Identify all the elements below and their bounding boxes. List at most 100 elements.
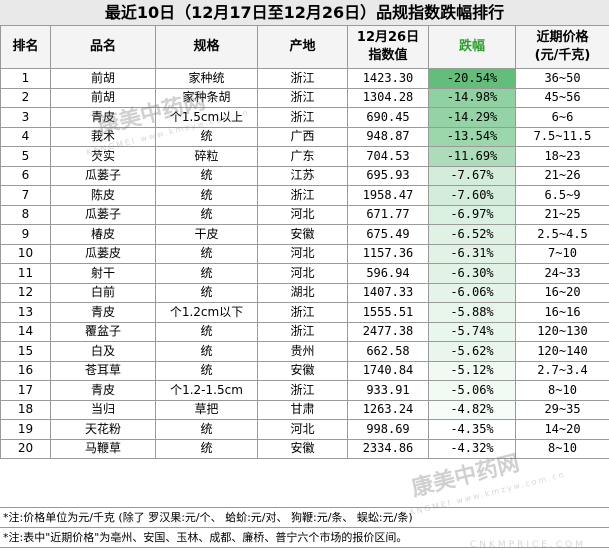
cell-name: 前胡	[51, 69, 156, 89]
cell-rank: 4	[1, 127, 51, 147]
cell-name: 白前	[51, 283, 156, 303]
cell-origin: 广东	[258, 147, 348, 167]
cell-price: 7.5~11.5	[516, 127, 609, 147]
cell-price: 24~33	[516, 264, 609, 284]
col-rank-header: 排名	[1, 26, 51, 69]
cell-price: 14~20	[516, 420, 609, 440]
cell-name: 马鞭草	[51, 439, 156, 459]
cell-rank: 11	[1, 264, 51, 284]
cell-name: 瓜蒌皮	[51, 244, 156, 264]
cell-price: 120~130	[516, 322, 609, 342]
cell-drop: -14.29%	[429, 108, 516, 128]
cell-origin: 浙江	[258, 303, 348, 323]
cell-rank: 6	[1, 166, 51, 186]
cell-name: 前胡	[51, 88, 156, 108]
cell-drop: -6.30%	[429, 264, 516, 284]
cell-rank: 19	[1, 420, 51, 440]
footnote-unit: *注:价格单位为元/千克 (除了 罗汉果:元/个、 蛤蚧:元/对、 狗鞭:元/条…	[0, 507, 609, 528]
cell-price: 21~26	[516, 166, 609, 186]
cell-spec: 统	[156, 244, 258, 264]
cell-rank: 17	[1, 381, 51, 401]
cell-drop: -11.69%	[429, 147, 516, 167]
cell-drop: -6.97%	[429, 205, 516, 225]
cell-price: 16~16	[516, 303, 609, 323]
cell-price: 6~6	[516, 108, 609, 128]
header-row: 排名 品名 规格 产地 12月26日 指数值 跌幅 近期价格 (元/千克)	[1, 26, 609, 69]
cell-price: 29~35	[516, 400, 609, 420]
cell-drop: -5.06%	[429, 381, 516, 401]
watermark-url: CNKMPRICE.COM	[470, 540, 586, 550]
cell-drop: -14.98%	[429, 88, 516, 108]
cell-name: 瓜蒌子	[51, 166, 156, 186]
cell-index: 662.58	[348, 342, 429, 362]
cell-origin: 湖北	[258, 283, 348, 303]
cell-origin: 安徽	[258, 361, 348, 381]
cell-rank: 7	[1, 186, 51, 206]
cell-index: 1958.47	[348, 186, 429, 206]
cell-name: 当归	[51, 400, 156, 420]
cell-rank: 12	[1, 283, 51, 303]
cell-drop: -20.54%	[429, 69, 516, 89]
cell-price: 21~25	[516, 205, 609, 225]
cell-origin: 浙江	[258, 381, 348, 401]
cell-index: 1423.30	[348, 69, 429, 89]
col-drop-header: 跌幅	[429, 26, 516, 69]
cell-name: 青皮	[51, 381, 156, 401]
cell-price: 6.5~9	[516, 186, 609, 206]
cell-spec: 统	[156, 166, 258, 186]
col-name-header: 品名	[51, 26, 156, 69]
cell-index: 1304.28	[348, 88, 429, 108]
cell-rank: 15	[1, 342, 51, 362]
cell-name: 苍耳草	[51, 361, 156, 381]
cell-price: 2.7~3.4	[516, 361, 609, 381]
cell-price: 120~140	[516, 342, 609, 362]
cell-spec: 草把	[156, 400, 258, 420]
cell-spec: 统	[156, 186, 258, 206]
cell-name: 白及	[51, 342, 156, 362]
cell-name: 陈皮	[51, 186, 156, 206]
cell-spec: 统	[156, 342, 258, 362]
cell-drop: -4.35%	[429, 420, 516, 440]
cell-index: 948.87	[348, 127, 429, 147]
cell-rank: 3	[1, 108, 51, 128]
cell-origin: 江苏	[258, 166, 348, 186]
cell-index: 704.53	[348, 147, 429, 167]
cell-drop: -5.12%	[429, 361, 516, 381]
cell-index: 1263.24	[348, 400, 429, 420]
cell-origin: 安徽	[258, 439, 348, 459]
cell-rank: 1	[1, 69, 51, 89]
cell-drop: -4.82%	[429, 400, 516, 420]
cell-origin: 河北	[258, 264, 348, 284]
price-header-line1: 近期价格	[516, 29, 609, 47]
cell-spec: 统	[156, 283, 258, 303]
cell-origin: 河北	[258, 244, 348, 264]
cell-price: 36~50	[516, 69, 609, 89]
cell-drop: -7.67%	[429, 166, 516, 186]
cell-index: 2334.86	[348, 439, 429, 459]
cell-price: 8~10	[516, 439, 609, 459]
cell-rank: 16	[1, 361, 51, 381]
cell-index: 1740.84	[348, 361, 429, 381]
cell-spec: 统	[156, 361, 258, 381]
cell-index: 1555.51	[348, 303, 429, 323]
cell-drop: -7.60%	[429, 186, 516, 206]
cell-index: 690.45	[348, 108, 429, 128]
cell-spec: 统	[156, 420, 258, 440]
cell-origin: 贵州	[258, 342, 348, 362]
cell-rank: 20	[1, 439, 51, 459]
cell-name: 瓜蒌子	[51, 205, 156, 225]
cell-price: 7~10	[516, 244, 609, 264]
cell-rank: 18	[1, 400, 51, 420]
cell-index: 1157.36	[348, 244, 429, 264]
cell-drop: -13.54%	[429, 127, 516, 147]
